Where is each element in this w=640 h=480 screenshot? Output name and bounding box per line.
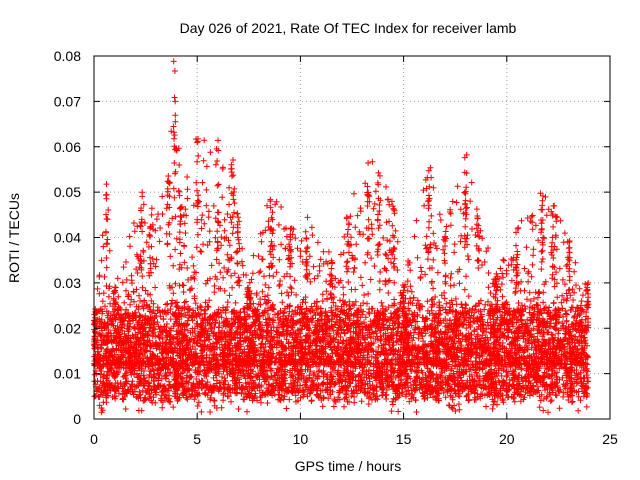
- data-point: [465, 397, 472, 404]
- data-point: [518, 365, 525, 372]
- data-point: [264, 400, 271, 406]
- data-point: [383, 396, 390, 402]
- data-point: [315, 368, 322, 375]
- data-point: [443, 300, 450, 307]
- data-point: [192, 300, 199, 307]
- data-point: [204, 379, 211, 386]
- data-point: [174, 299, 180, 306]
- data-point: [210, 312, 217, 319]
- data-point: [518, 366, 525, 373]
- data-point: [130, 391, 137, 398]
- data-point: [184, 317, 191, 324]
- data-point: [154, 304, 161, 311]
- data-point: [295, 318, 302, 325]
- data-point: [99, 298, 106, 305]
- grid-lines: [94, 56, 610, 419]
- data-point: [440, 389, 447, 396]
- data-point: [323, 312, 330, 319]
- data-point: [413, 302, 420, 309]
- data-point: [383, 387, 390, 393]
- data-point: [575, 388, 582, 395]
- data-point: [548, 397, 555, 404]
- data-point: [555, 388, 562, 395]
- data-point: [408, 368, 415, 374]
- data-point: [320, 331, 327, 338]
- data-point: [315, 382, 322, 388]
- data-point: [364, 300, 370, 307]
- data-point: [421, 396, 428, 402]
- data-points: [91, 58, 592, 416]
- data-point: [228, 398, 234, 405]
